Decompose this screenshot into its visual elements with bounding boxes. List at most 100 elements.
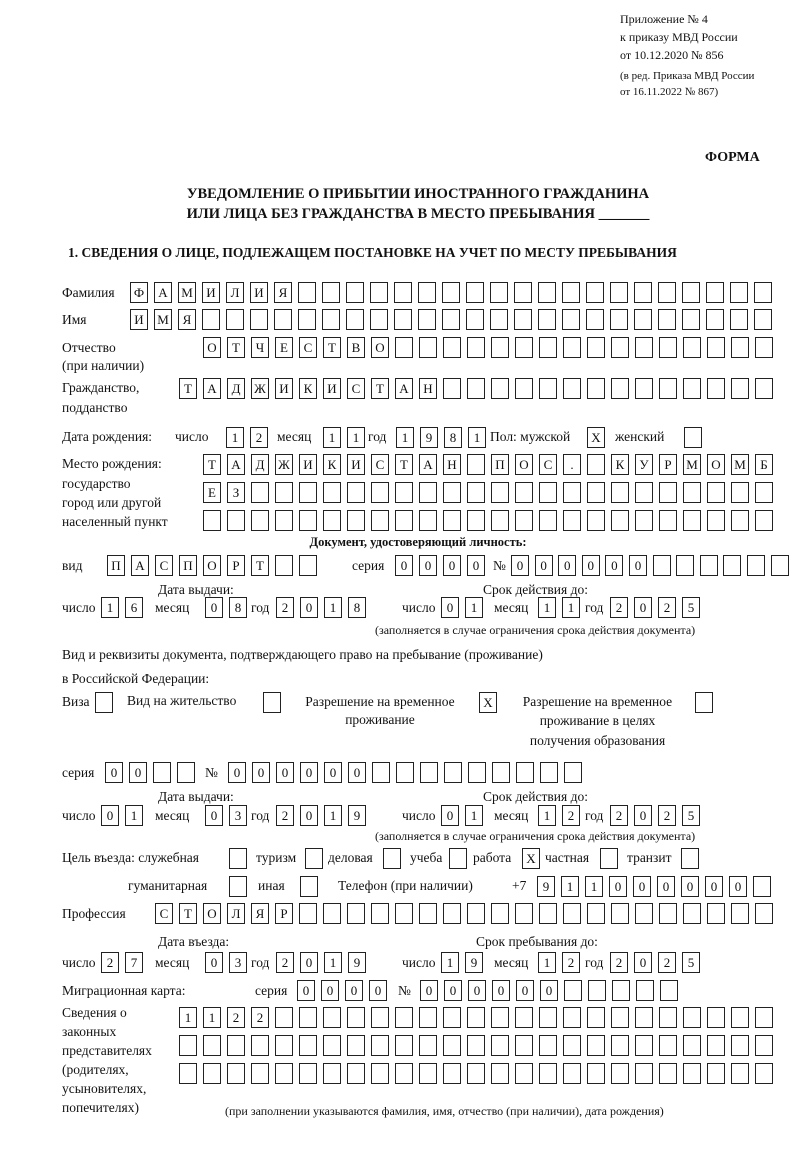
char-cell[interactable] xyxy=(419,1007,437,1028)
char-cell[interactable] xyxy=(251,510,269,531)
char-cell[interactable] xyxy=(635,510,653,531)
char-cell[interactable] xyxy=(227,1063,245,1084)
char-cell[interactable]: 0 xyxy=(324,762,342,783)
char-cell[interactable] xyxy=(275,1035,293,1056)
char-cell[interactable] xyxy=(731,1007,749,1028)
char-cell[interactable] xyxy=(659,510,677,531)
char-cell[interactable] xyxy=(275,510,293,531)
char-cell[interactable] xyxy=(515,1035,533,1056)
char-cell[interactable] xyxy=(443,482,461,503)
char-cell[interactable]: 2 xyxy=(227,1007,245,1028)
char-cell[interactable] xyxy=(516,762,534,783)
char-cell[interactable] xyxy=(443,1035,461,1056)
char-cell[interactable] xyxy=(755,1007,773,1028)
char-cell[interactable]: 0 xyxy=(534,555,553,576)
char-cell[interactable] xyxy=(491,337,509,358)
char-cell[interactable] xyxy=(707,378,725,399)
char-cell[interactable]: Е xyxy=(275,337,293,358)
char-cell[interactable]: С xyxy=(371,454,389,475)
char-cell[interactable]: В xyxy=(347,337,365,358)
char-cell[interactable] xyxy=(659,337,677,358)
char-cell[interactable] xyxy=(600,848,618,869)
char-cell[interactable]: У xyxy=(635,454,653,475)
char-cell[interactable]: Т xyxy=(323,337,341,358)
char-cell[interactable]: 0 xyxy=(729,876,747,897)
char-cell[interactable] xyxy=(514,309,532,330)
char-cell[interactable] xyxy=(515,1063,533,1084)
char-cell[interactable]: К xyxy=(299,378,317,399)
char-cell[interactable]: 6 xyxy=(125,597,143,618)
char-cell[interactable] xyxy=(562,282,580,303)
char-cell[interactable]: Б xyxy=(755,454,773,475)
char-cell[interactable]: 5 xyxy=(682,805,700,826)
char-cell[interactable] xyxy=(449,848,467,869)
char-cell[interactable] xyxy=(659,903,677,924)
char-cell[interactable] xyxy=(562,309,580,330)
char-cell[interactable]: 0 xyxy=(629,555,647,576)
char-cell[interactable]: 0 xyxy=(441,597,459,618)
char-cell[interactable]: 0 xyxy=(348,762,366,783)
char-cell[interactable]: С xyxy=(155,555,173,576)
char-cell[interactable] xyxy=(611,482,629,503)
char-cell[interactable]: Е xyxy=(203,482,221,503)
char-cell[interactable] xyxy=(490,282,508,303)
char-cell[interactable] xyxy=(467,454,485,475)
char-cell[interactable] xyxy=(731,1063,749,1084)
char-cell[interactable] xyxy=(731,510,749,531)
char-cell[interactable] xyxy=(442,282,460,303)
char-cell[interactable] xyxy=(683,1007,701,1028)
char-cell[interactable] xyxy=(563,378,581,399)
char-cell[interactable]: П xyxy=(107,555,125,576)
char-cell[interactable]: 0 xyxy=(558,555,577,576)
char-cell[interactable] xyxy=(179,1035,197,1056)
char-cell[interactable] xyxy=(251,1035,269,1056)
char-cell[interactable] xyxy=(419,1063,437,1084)
char-cell[interactable] xyxy=(203,1063,221,1084)
char-cell[interactable] xyxy=(203,510,221,531)
char-cell[interactable] xyxy=(587,510,605,531)
char-cell[interactable]: 9 xyxy=(348,805,366,826)
char-cell[interactable] xyxy=(658,282,676,303)
char-cell[interactable] xyxy=(699,555,718,576)
char-cell[interactable]: 2 xyxy=(658,805,676,826)
char-cell[interactable] xyxy=(443,1063,461,1084)
char-cell[interactable]: 1 xyxy=(465,805,483,826)
char-cell[interactable] xyxy=(227,510,245,531)
char-cell[interactable]: Р xyxy=(227,555,245,576)
char-cell[interactable]: Р xyxy=(659,454,677,475)
char-cell[interactable] xyxy=(395,1007,413,1028)
char-cell[interactable]: Н xyxy=(419,378,437,399)
char-cell[interactable] xyxy=(491,482,509,503)
char-cell[interactable] xyxy=(538,309,556,330)
char-cell[interactable] xyxy=(419,482,437,503)
char-cell[interactable]: 1 xyxy=(324,597,342,618)
char-cell[interactable]: 1 xyxy=(561,876,579,897)
char-cell[interactable] xyxy=(444,762,462,783)
char-cell[interactable] xyxy=(371,903,389,924)
char-cell[interactable] xyxy=(683,337,701,358)
char-cell[interactable] xyxy=(586,282,604,303)
char-cell[interactable]: 2 xyxy=(562,805,580,826)
char-cell[interactable]: 0 xyxy=(609,876,627,897)
char-cell[interactable]: Т xyxy=(251,555,269,576)
char-cell[interactable] xyxy=(588,980,606,1001)
char-cell[interactable] xyxy=(395,482,413,503)
char-cell[interactable] xyxy=(731,1035,749,1056)
char-cell[interactable] xyxy=(731,337,749,358)
char-cell[interactable]: М xyxy=(178,282,196,303)
char-cell[interactable]: М xyxy=(154,309,172,330)
char-cell[interactable]: 2 xyxy=(610,952,628,973)
char-cell[interactable]: И xyxy=(299,454,317,475)
char-cell[interactable] xyxy=(539,903,557,924)
char-cell[interactable]: 2 xyxy=(251,1007,269,1028)
char-cell[interactable]: 2 xyxy=(101,952,119,973)
char-cell[interactable]: 0 xyxy=(633,876,651,897)
char-cell[interactable] xyxy=(370,282,388,303)
char-cell[interactable] xyxy=(491,378,509,399)
char-cell[interactable]: 3 xyxy=(229,805,247,826)
char-cell[interactable] xyxy=(682,309,700,330)
char-cell[interactable]: 1 xyxy=(441,952,459,973)
char-cell[interactable]: Р xyxy=(275,903,293,924)
char-cell[interactable]: Ж xyxy=(275,454,293,475)
char-cell[interactable]: 0 xyxy=(468,980,486,1001)
